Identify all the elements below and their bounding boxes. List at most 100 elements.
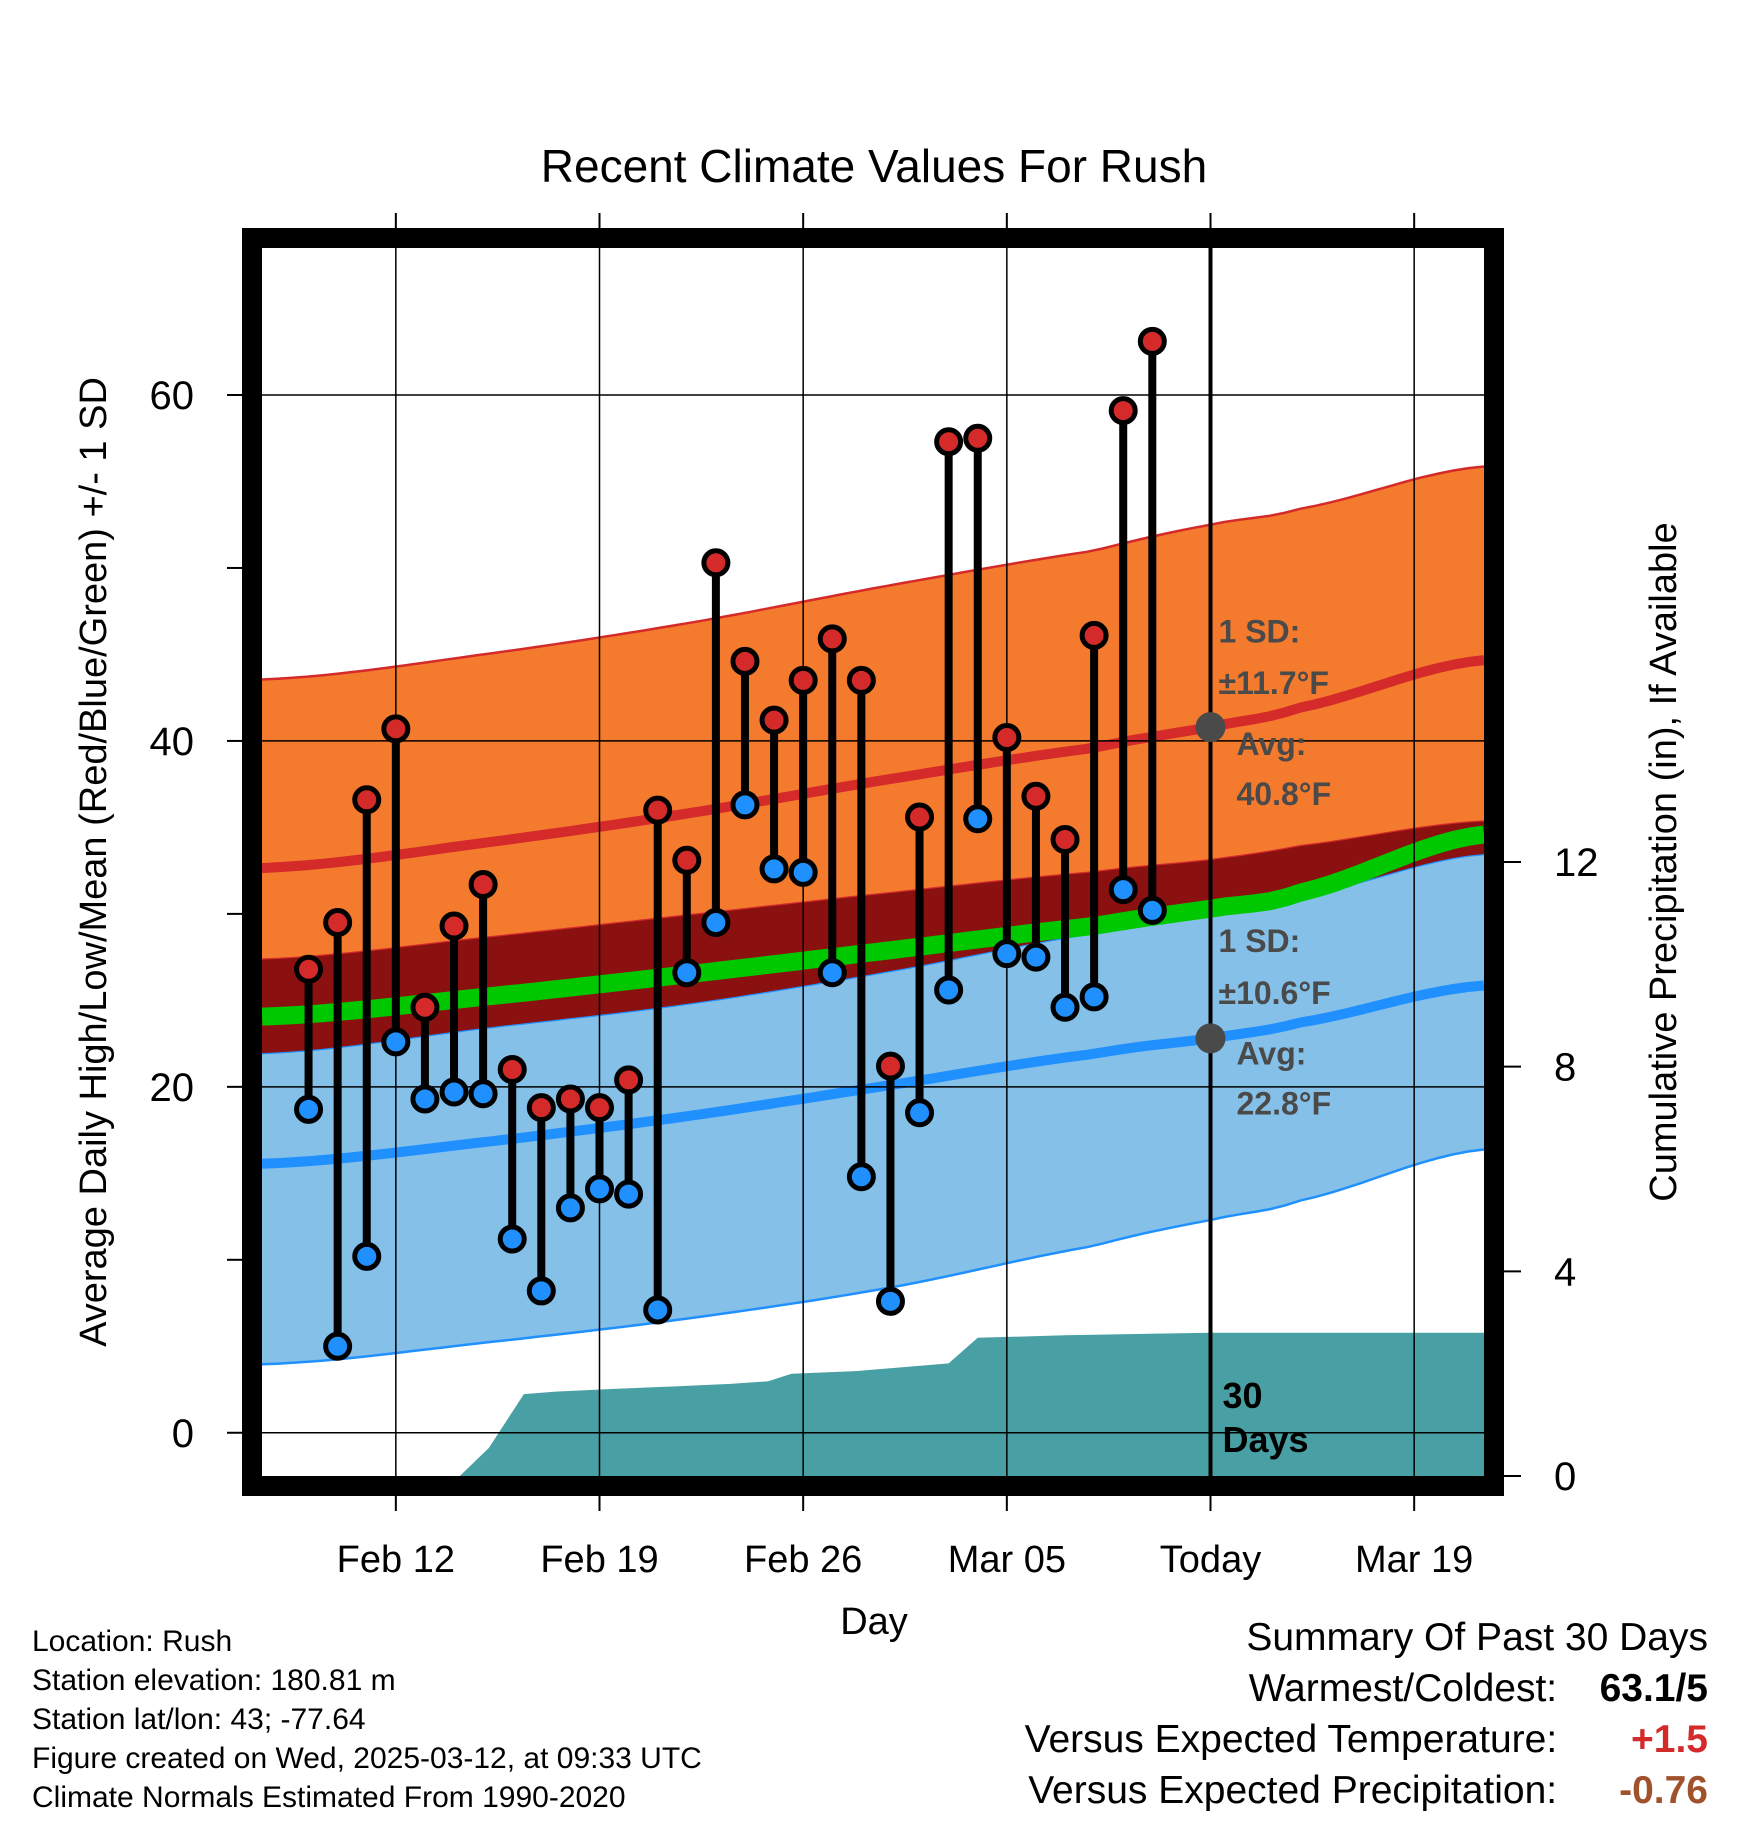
daily-low-point (788, 857, 818, 887)
daily-high-point (294, 954, 324, 984)
latlon-text: Station lat/lon: 43; -77.64 (32, 1703, 366, 1736)
daily-low-point (439, 1077, 469, 1107)
daily-low-point (992, 939, 1022, 969)
days-label-number: 30 (1223, 1375, 1263, 1416)
daily-low-point (1050, 992, 1080, 1022)
high-avg-line (261, 655, 1485, 874)
chart-title: Recent Climate Values For Rush (541, 140, 1207, 192)
daily-high-point (788, 665, 818, 695)
daily-high-point (934, 427, 964, 457)
summary-panel: Summary Of Past 30 Days Warmest/Coldest:… (1025, 1612, 1708, 1816)
y-tick-label: 60 (150, 374, 195, 418)
daily-low-point (468, 1079, 498, 1109)
y-tick-label: 0 (172, 1412, 194, 1456)
daily-high-point (905, 802, 935, 832)
daily-low-point (1108, 875, 1138, 905)
daily-high-point (672, 845, 702, 875)
daily-high-point (730, 646, 760, 676)
high-avg-label: Avg: (1237, 726, 1307, 762)
daily-low-point (381, 1027, 411, 1057)
daily-high-point (323, 908, 353, 938)
low-sd-band-lower-edge (261, 1148, 1485, 1366)
high-sd-value: ±11.7°F (1219, 665, 1329, 701)
daily-low-point (323, 1331, 353, 1361)
daily-high-point (875, 1051, 905, 1081)
normals-text: Climate Normals Estimated From 1990-2020 (32, 1781, 626, 1814)
daily-high-point (585, 1093, 615, 1123)
daily-high-point (992, 722, 1022, 752)
daily-low-point (730, 790, 760, 820)
daily-low-point (875, 1286, 905, 1316)
daily-low-point (497, 1224, 527, 1254)
daily-high-point (701, 548, 731, 578)
low-avg-label: Avg: (1237, 1035, 1307, 1071)
daily-low-point (963, 804, 993, 834)
y-axis-title: Average Daily High/Low/Mean (Red/Blue/Gr… (73, 377, 115, 1347)
daily-low-point (1021, 942, 1051, 972)
daily-high-point (352, 785, 382, 815)
daily-high-point (817, 624, 847, 654)
low-avg-line (261, 980, 1485, 1169)
y-tick-label: 20 (150, 1066, 195, 1110)
daily-low-point (759, 854, 789, 884)
daily-low-point (555, 1193, 585, 1223)
daily-low-point (410, 1084, 440, 1114)
y2-tick-label: 12 (1554, 841, 1599, 885)
high-sd-label: 1 SD: (1219, 613, 1301, 649)
precip-label: Versus Expected Precipitation: (1028, 1769, 1558, 1812)
precip-value: -0.76 (1619, 1769, 1708, 1812)
y2-tick-label: 8 (1554, 1046, 1576, 1090)
low-sd-label: 1 SD: (1219, 923, 1301, 959)
daily-high-point (439, 911, 469, 941)
daily-low-point (846, 1162, 876, 1192)
created-text: Figure created on Wed, 2025-03-12, at 09… (32, 1742, 702, 1775)
high-avg-marker (1195, 712, 1226, 743)
high-avg-value: 40.8°F (1237, 776, 1332, 812)
daily-high-point (643, 795, 673, 825)
x-axis-title: Day (840, 1601, 908, 1643)
daily-high-point (497, 1055, 527, 1085)
daily-low-point (585, 1174, 615, 1204)
low-avg-marker (1195, 1023, 1226, 1054)
daily-low-point (701, 908, 731, 938)
daily-low-point (934, 975, 964, 1005)
plot-frame (242, 228, 1504, 1496)
daily-high-point (555, 1084, 585, 1114)
daily-high-point (381, 714, 411, 744)
daily-low-point (1079, 982, 1109, 1012)
daily-high-point (614, 1065, 644, 1095)
daily-high-point (1137, 326, 1167, 356)
elevation-text: Station elevation: 180.81 m (32, 1664, 396, 1697)
temp-value: +1.5 (1631, 1718, 1708, 1761)
warmest-value: 63.1/5 (1599, 1667, 1708, 1710)
low-avg-value: 22.8°F (1237, 1086, 1332, 1122)
daily-high-point (1021, 781, 1051, 811)
daily-low-point (352, 1241, 382, 1271)
temp-label: Versus Expected Temperature: (1024, 1718, 1558, 1761)
daily-low-point (817, 958, 847, 988)
y-tick-label: 40 (150, 720, 195, 764)
daily-low-point (1137, 895, 1167, 925)
daily-low-point (905, 1098, 935, 1128)
location-text: Location: Rush (32, 1625, 233, 1658)
daily-high-point (846, 665, 876, 695)
daily-high-point (1050, 825, 1080, 855)
daily-low-point (294, 1094, 324, 1124)
y2-tick-label: 0 (1554, 1455, 1576, 1499)
daily-high-point (759, 705, 789, 735)
y2-tick-label: 4 (1554, 1250, 1576, 1294)
x-tick-label: Mar 19 (1355, 1539, 1473, 1581)
low-sd-value: ±10.6°F (1219, 975, 1331, 1011)
daily-high-point (526, 1093, 556, 1123)
days-label-unit: Days (1223, 1419, 1309, 1460)
y2-axis-title: Cumulative Precipitation (in), If Availa… (1643, 522, 1685, 1201)
daily-low-point (672, 958, 702, 988)
daily-high-point (963, 423, 993, 453)
daily-low-point (526, 1276, 556, 1306)
summary-title: Summary Of Past 30 Days (1246, 1616, 1708, 1659)
daily-high-point (1108, 396, 1138, 426)
low-sd-band (262, 854, 1484, 1365)
x-tick-label: Feb 12 (337, 1539, 455, 1581)
mean-avg-line (261, 825, 1486, 1026)
